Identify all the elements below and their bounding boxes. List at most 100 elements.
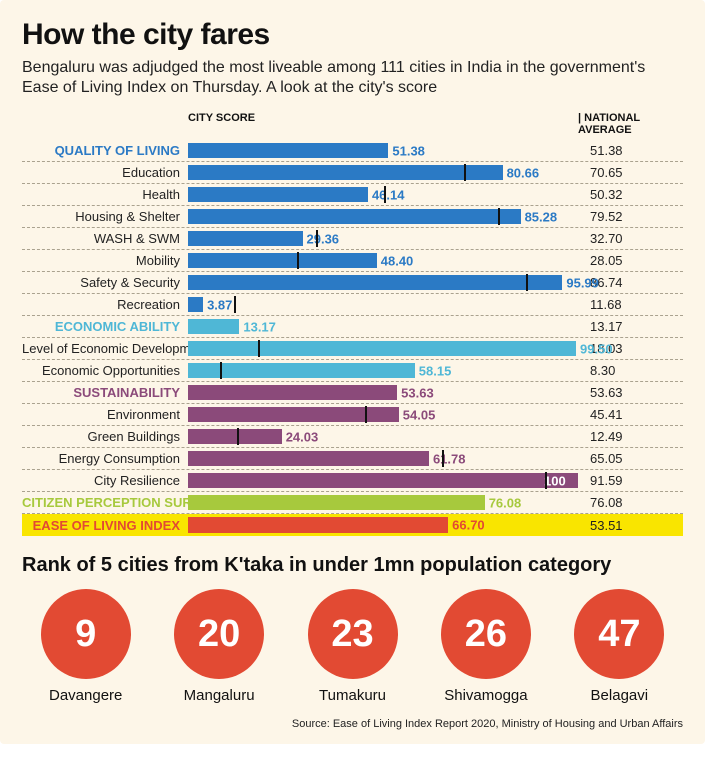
national-avg-tick — [545, 472, 547, 489]
rank-city: Davangere — [22, 687, 149, 704]
source-line: Source: Ease of Living Index Report 2020… — [22, 718, 683, 730]
row-label: Education — [22, 165, 188, 180]
chart-row: Mobility48.4028.05 — [22, 250, 683, 272]
national-avg-value: 53.63 — [578, 385, 683, 400]
chart-row: Energy Consumption61.7865.05 — [22, 448, 683, 470]
row-label: QUALITY OF LIVING — [22, 143, 188, 158]
rank-circle: 23 — [308, 589, 398, 679]
bar-track: 95.99 — [188, 272, 578, 293]
bar-track: 24.03 — [188, 426, 578, 447]
bar-value: 95.99 — [566, 275, 599, 290]
bar-value: 46.14 — [372, 187, 405, 202]
row-label: Green Buildings — [22, 429, 188, 444]
rank-item: 23 Tumakuru — [289, 589, 416, 704]
row-label: Economic Opportunities — [22, 363, 188, 378]
bar — [188, 231, 303, 246]
chart-row: City Resilience 100 91.59 — [22, 470, 683, 492]
page-title: How the city fares — [22, 18, 683, 52]
bar-value: 80.66 — [507, 165, 540, 180]
bar — [188, 275, 562, 290]
national-avg-tick — [365, 406, 367, 423]
bar — [188, 473, 578, 488]
bar-value: 58.15 — [419, 363, 452, 378]
bar-track: 66.70 — [188, 514, 578, 536]
row-label: Health — [22, 187, 188, 202]
national-avg-value: 11.68 — [578, 297, 683, 312]
national-avg-tick — [498, 208, 500, 225]
bar — [188, 319, 239, 334]
bar-value: 3.87 — [207, 297, 232, 312]
national-avg-tick — [442, 450, 444, 467]
chart-row: Safety & Security95.9986.74 — [22, 272, 683, 294]
infographic-card: How the city fares Bengaluru was adjudge… — [0, 0, 705, 744]
bar-value: 54.05 — [403, 407, 436, 422]
bar — [188, 341, 576, 356]
bar-track: 99.50 — [188, 338, 578, 359]
rank-item: 9Davangere — [22, 589, 149, 704]
bar-value: 100 — [544, 473, 566, 488]
chart-row: Health 46.14 50.32 — [22, 184, 683, 206]
bar-track: 13.17 — [188, 316, 578, 337]
national-avg-value: 79.52 — [578, 209, 683, 224]
bar-value: 99.50 — [580, 341, 613, 356]
national-avg-value: 91.59 — [578, 473, 683, 488]
national-avg-tick — [464, 164, 466, 181]
bar — [188, 187, 368, 202]
national-avg-value: 32.70 — [578, 231, 683, 246]
row-label: Energy Consumption — [22, 451, 188, 466]
bar — [188, 407, 399, 422]
national-avg-value: 53.51 — [578, 518, 683, 533]
bar — [188, 143, 388, 158]
bar-track: 76.08 — [188, 492, 578, 513]
bar-track: 61.78 — [188, 448, 578, 469]
national-avg-value: 45.41 — [578, 407, 683, 422]
chart-row: SUSTAINABILITY53.6353.63 — [22, 382, 683, 404]
national-avg-value: 8.30 — [578, 363, 683, 378]
national-avg-value: 50.32 — [578, 187, 683, 202]
bar-track: 48.40 — [188, 250, 578, 271]
bar-track: 3.87 — [188, 294, 578, 315]
bar-value: 24.03 — [286, 429, 319, 444]
chart-row: WASH & SWM29.3632.70 — [22, 228, 683, 250]
bar-value: 53.63 — [401, 385, 434, 400]
bar — [188, 165, 503, 180]
chart-row: Education80.6670.65 — [22, 162, 683, 184]
national-avg-tick — [297, 252, 299, 269]
row-label: Housing & Shelter — [22, 209, 188, 224]
rank-item: 20Mangaluru — [155, 589, 282, 704]
row-label: CITIZEN PERCEPTION SURVEY — [22, 495, 188, 510]
national-avg-tick — [316, 230, 318, 247]
row-label: Mobility — [22, 253, 188, 268]
rank-city: Shivamogga — [422, 687, 549, 704]
bar — [188, 451, 429, 466]
chart-row: QUALITY OF LIVING51.3851.38 — [22, 140, 683, 162]
rank-city: Tumakuru — [289, 687, 416, 704]
row-label: City Resilience — [22, 473, 188, 488]
ranks-title: Rank of 5 cities from K'taka in under 1m… — [22, 554, 683, 577]
bar-track: 51.38 — [188, 140, 578, 161]
chart-rows: QUALITY OF LIVING51.3851.38Education80.6… — [22, 140, 683, 536]
rank-item: 47Belagavi — [556, 589, 683, 704]
rank-item: 26 Shivamogga — [422, 589, 549, 704]
bar-track: 29.36 — [188, 228, 578, 249]
chart-row: EASE OF LIVING INDEX66.7053.51 — [22, 514, 683, 536]
chart-row: Level of Economic Development99.5018.03 — [22, 338, 683, 360]
national-avg-value: 12.49 — [578, 429, 683, 444]
chart-row: ECONOMIC ABILITY13.1713.17 — [22, 316, 683, 338]
rank-city: Belagavi — [556, 687, 683, 704]
bar-chart: CITY SCORE NATIONAL AVERAGE QUALITY OF L… — [22, 112, 683, 536]
bar-value: 85.28 — [525, 209, 558, 224]
bar-value: 66.70 — [452, 518, 485, 533]
bar-track: 100 — [188, 470, 578, 491]
national-avg-value: 13.17 — [578, 319, 683, 334]
rank-circle: 26 — [441, 589, 531, 679]
row-label: ECONOMIC ABILITY — [22, 319, 188, 334]
row-label: Recreation — [22, 297, 188, 312]
national-avg-tick — [384, 186, 386, 203]
bar-value: 51.38 — [392, 143, 425, 158]
row-label: WASH & SWM — [22, 231, 188, 246]
bar-track: 85.28 — [188, 206, 578, 227]
bar — [188, 297, 203, 312]
national-avg-value: 28.05 — [578, 253, 683, 268]
chart-row: Green Buildings 24.03 12.49 — [22, 426, 683, 448]
